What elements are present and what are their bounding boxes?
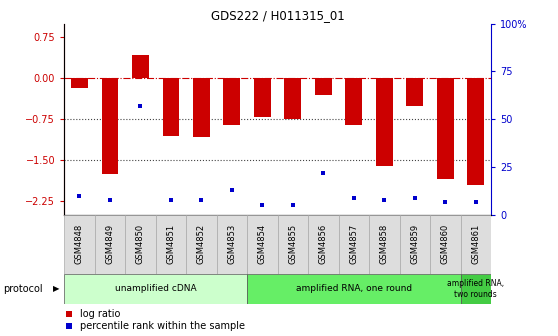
Text: GSM4860: GSM4860 xyxy=(441,224,450,264)
Text: unamplified cDNA: unamplified cDNA xyxy=(115,285,196,293)
Bar xyxy=(71,78,88,88)
Text: GSM4851: GSM4851 xyxy=(166,224,175,264)
Point xyxy=(228,187,237,193)
Bar xyxy=(102,78,118,174)
Text: GSM4861: GSM4861 xyxy=(472,224,480,264)
FancyBboxPatch shape xyxy=(308,215,339,274)
Point xyxy=(136,103,145,109)
Text: amplified RNA, one round: amplified RNA, one round xyxy=(296,285,412,293)
Text: GSM4859: GSM4859 xyxy=(410,224,419,264)
Point xyxy=(319,170,328,176)
Text: amplified RNA,
two rounds: amplified RNA, two rounds xyxy=(447,279,504,299)
FancyBboxPatch shape xyxy=(247,274,460,304)
Bar xyxy=(468,78,484,185)
Bar xyxy=(315,78,331,95)
Point xyxy=(65,324,74,329)
Text: GSM4853: GSM4853 xyxy=(227,224,237,264)
Bar xyxy=(437,78,454,179)
Bar xyxy=(162,78,179,136)
Point xyxy=(166,197,175,202)
FancyBboxPatch shape xyxy=(460,274,491,304)
Point xyxy=(441,199,450,204)
FancyBboxPatch shape xyxy=(64,215,95,274)
Point xyxy=(65,311,74,317)
FancyBboxPatch shape xyxy=(217,215,247,274)
FancyBboxPatch shape xyxy=(430,215,460,274)
FancyBboxPatch shape xyxy=(278,215,308,274)
Text: GSM4855: GSM4855 xyxy=(288,224,297,264)
Text: GSM4852: GSM4852 xyxy=(197,224,206,264)
Point xyxy=(410,195,419,201)
FancyBboxPatch shape xyxy=(369,215,400,274)
FancyBboxPatch shape xyxy=(460,215,491,274)
Bar xyxy=(132,55,149,78)
Text: GSM4849: GSM4849 xyxy=(105,224,114,264)
Text: ▶: ▶ xyxy=(53,285,60,293)
Bar xyxy=(224,78,240,125)
Bar xyxy=(285,78,301,119)
Bar xyxy=(406,78,423,106)
Bar xyxy=(193,78,210,137)
Text: GSM4854: GSM4854 xyxy=(258,224,267,264)
FancyBboxPatch shape xyxy=(186,215,217,274)
Text: percentile rank within the sample: percentile rank within the sample xyxy=(80,321,244,331)
Point xyxy=(197,197,206,202)
Point xyxy=(105,197,114,202)
Point xyxy=(75,193,84,199)
Text: GSM4857: GSM4857 xyxy=(349,224,358,264)
FancyBboxPatch shape xyxy=(156,215,186,274)
Text: GSM4848: GSM4848 xyxy=(75,224,84,264)
Text: log ratio: log ratio xyxy=(80,309,120,319)
Point xyxy=(472,199,480,204)
Point xyxy=(380,197,389,202)
Text: protocol: protocol xyxy=(3,284,42,294)
Point xyxy=(288,203,297,208)
FancyBboxPatch shape xyxy=(339,215,369,274)
Title: GDS222 / H011315_01: GDS222 / H011315_01 xyxy=(211,9,344,23)
Bar xyxy=(345,78,362,125)
FancyBboxPatch shape xyxy=(64,274,247,304)
Bar xyxy=(376,78,393,166)
FancyBboxPatch shape xyxy=(95,215,125,274)
Text: GSM4850: GSM4850 xyxy=(136,224,145,264)
Text: GSM4856: GSM4856 xyxy=(319,224,328,264)
Bar xyxy=(254,78,271,117)
Point xyxy=(349,195,358,201)
FancyBboxPatch shape xyxy=(125,215,156,274)
FancyBboxPatch shape xyxy=(400,215,430,274)
Point xyxy=(258,203,267,208)
Text: GSM4858: GSM4858 xyxy=(380,224,389,264)
FancyBboxPatch shape xyxy=(247,215,278,274)
